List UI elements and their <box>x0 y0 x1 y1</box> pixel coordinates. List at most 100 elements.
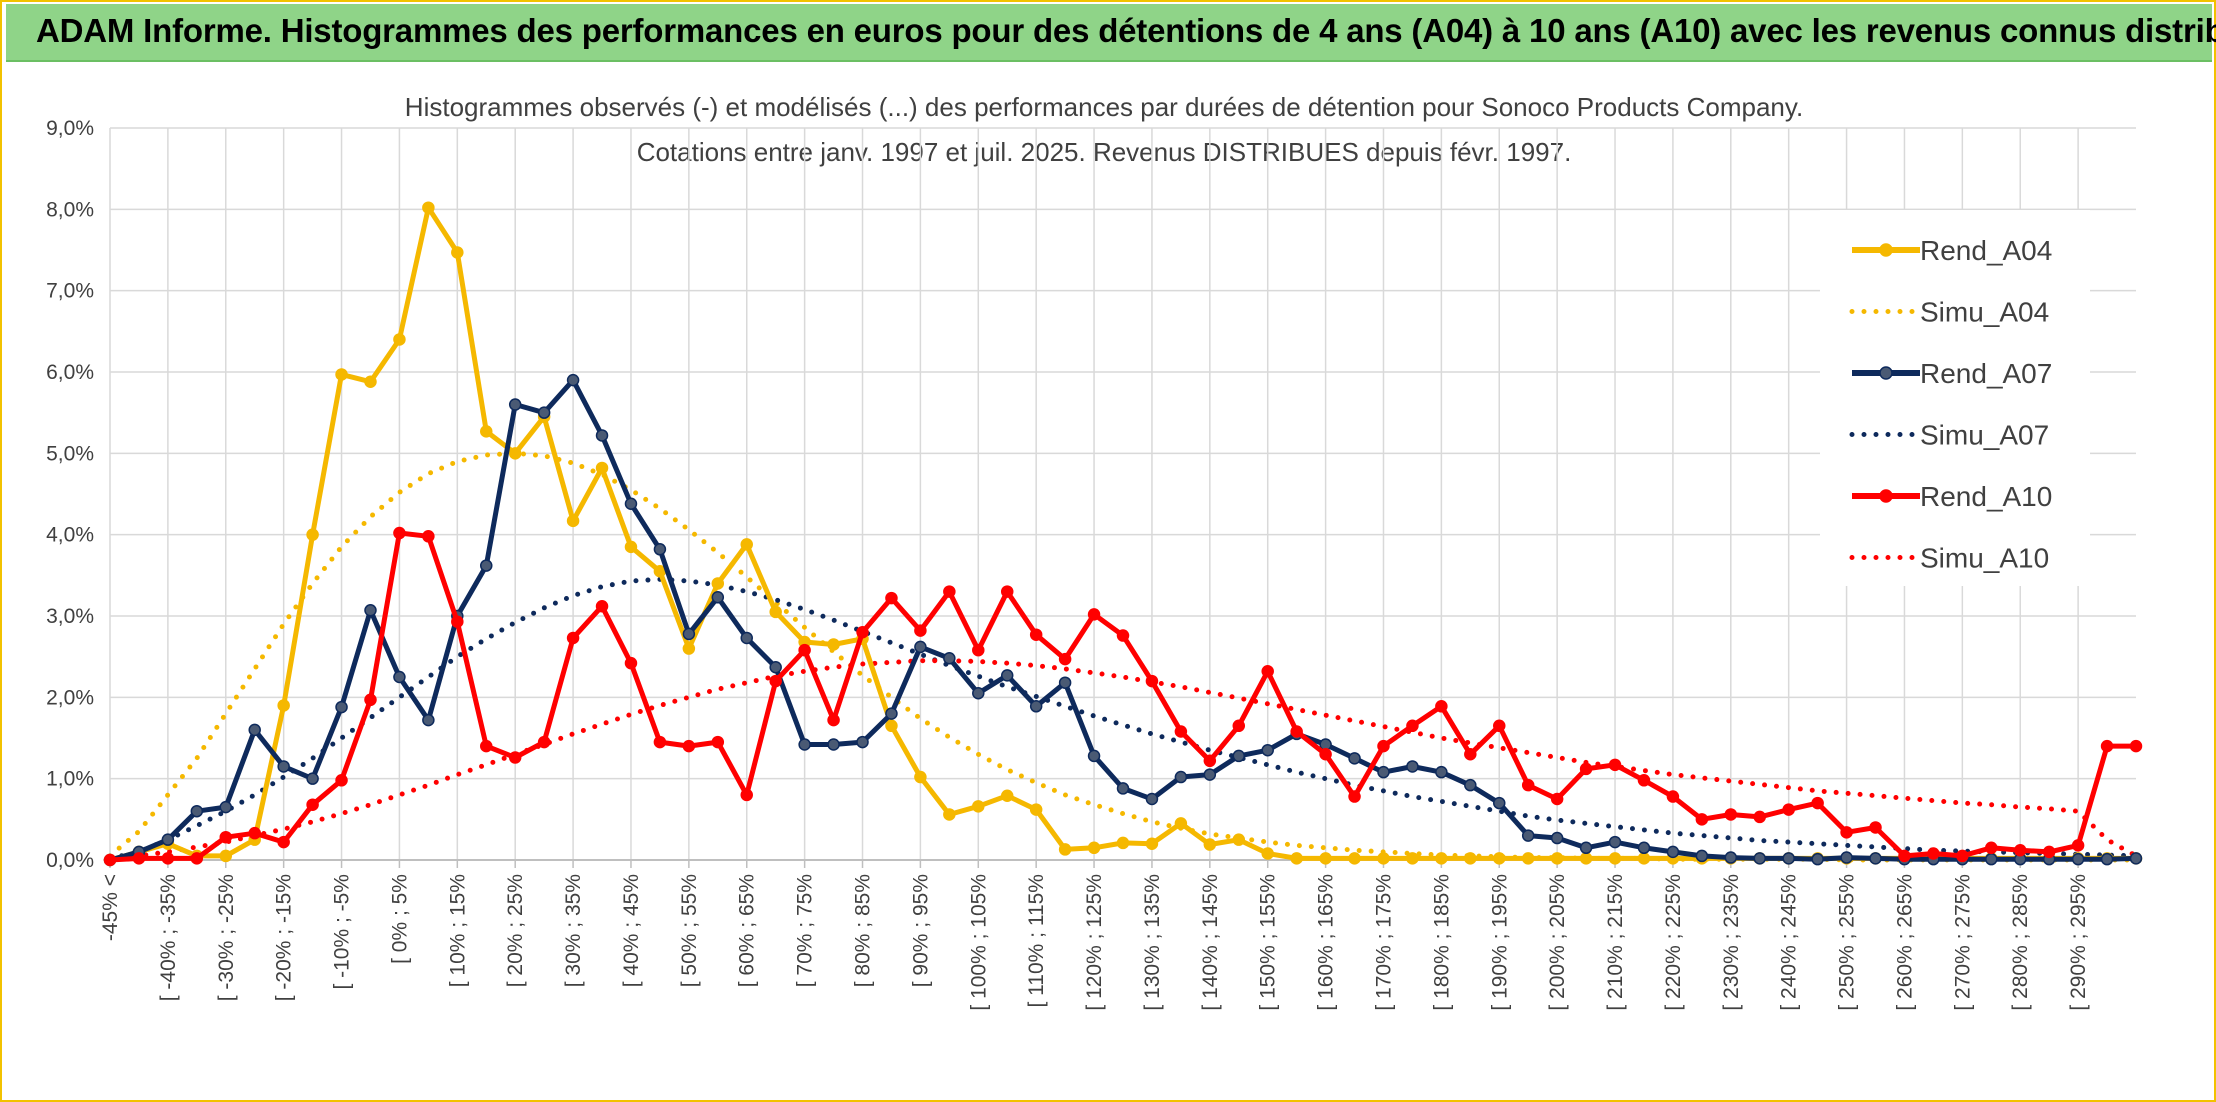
data-point <box>1029 628 1043 641</box>
data-point <box>653 735 667 749</box>
banner-title: ADAM Informe. Histogrammes des performan… <box>36 12 2216 49</box>
data-point <box>1406 852 1419 865</box>
data-point <box>682 642 696 655</box>
data-point <box>1579 852 1593 865</box>
data-point <box>1319 748 1332 761</box>
data-point <box>1435 765 1448 779</box>
data-point <box>306 798 319 811</box>
data-point <box>219 849 233 863</box>
data-point <box>682 739 696 753</box>
x-tick-label: [ -20% ; -15% <box>273 874 296 1001</box>
data-point <box>1724 808 1738 821</box>
x-tick-label: [ 260% ; 265% <box>1893 874 1916 1011</box>
legend-label: Simu_A07 <box>1920 420 2049 451</box>
data-point <box>1521 829 1535 842</box>
data-point <box>1550 792 1564 806</box>
x-tick-label: [ 90% ; 95% <box>909 874 932 987</box>
data-point <box>1319 852 1332 865</box>
x-tick-label: [ 230% ; 235% <box>1720 874 1743 1011</box>
data-point <box>1579 762 1593 776</box>
data-point <box>1695 849 1709 863</box>
data-point <box>740 538 753 551</box>
data-point <box>306 528 319 541</box>
data-point <box>1811 852 1824 866</box>
data-point <box>1550 831 1564 845</box>
series-Simu_A04 <box>107 450 2139 863</box>
data-point <box>1579 841 1593 855</box>
data-point <box>595 429 609 442</box>
data-point <box>335 700 348 714</box>
data-point <box>422 530 435 543</box>
data-point <box>827 638 840 651</box>
data-point <box>740 631 753 645</box>
x-tick-label: [ 50% ; 55% <box>678 874 701 987</box>
data-point <box>1521 778 1535 792</box>
data-point <box>1464 748 1477 761</box>
legend-marker <box>1879 489 1893 503</box>
data-point <box>914 624 927 637</box>
data-point <box>1550 852 1564 865</box>
data-point <box>1261 743 1274 757</box>
x-tick-label: [ 80% ; 85% <box>852 874 875 987</box>
data-point <box>1811 796 1824 810</box>
data-point <box>364 375 377 389</box>
data-point <box>1464 778 1477 792</box>
data-point <box>537 735 551 749</box>
data-point <box>1493 796 1506 810</box>
data-point <box>1637 852 1651 865</box>
data-point <box>1753 810 1766 824</box>
data-point <box>943 652 956 665</box>
x-tick-label: [ 140% ; 145% <box>1199 874 1222 1011</box>
x-tick-label: -45% < <box>99 874 122 941</box>
data-point <box>827 738 840 751</box>
data-point <box>566 373 580 387</box>
legend-item-Simu_A04: Simu_A04 <box>1849 297 2049 328</box>
data-point <box>1782 803 1795 816</box>
data-point <box>480 739 493 753</box>
data-point <box>335 368 348 381</box>
data-point <box>1087 749 1101 763</box>
data-point <box>1869 821 1882 834</box>
x-tick-label: [ 190% ; 195% <box>1488 874 1511 1011</box>
data-point <box>219 800 233 814</box>
x-tick-label: [ 10% ; 15% <box>446 874 469 987</box>
x-tick-label: [ 150% ; 155% <box>1257 874 1280 1011</box>
x-tick-label: [ 110% ; 115% <box>1025 874 1048 1007</box>
x-tick-label: [ 130% ; 135% <box>1141 874 1164 1011</box>
y-tick-label: 7,0% <box>46 280 94 303</box>
series-line <box>107 450 2139 863</box>
data-point <box>1290 725 1303 738</box>
data-point <box>1377 852 1390 865</box>
data-point <box>1058 652 1072 666</box>
data-point <box>1782 852 1795 865</box>
data-point <box>1232 719 1246 733</box>
data-point <box>132 852 146 865</box>
x-tick-label: [ 240% ; 245% <box>1778 874 1801 1011</box>
data-point <box>2100 739 2114 753</box>
x-tick-label: [ 250% ; 255% <box>1836 874 1859 1011</box>
data-point <box>1406 719 1419 733</box>
data-point <box>769 660 782 674</box>
data-point <box>393 526 406 540</box>
data-point <box>451 246 464 259</box>
data-point <box>393 670 406 684</box>
data-point <box>1985 841 1998 855</box>
data-point <box>653 543 667 556</box>
data-point <box>422 201 435 214</box>
data-point <box>364 604 377 617</box>
data-point <box>972 687 985 700</box>
data-point <box>508 751 522 764</box>
y-tick-label: 1,0% <box>46 768 94 791</box>
data-point <box>508 398 522 411</box>
data-point <box>1145 792 1159 806</box>
data-point <box>1058 843 1072 856</box>
legend-label: Rend_A04 <box>1920 235 2052 266</box>
data-point <box>740 788 753 802</box>
legend-label: Simu_A10 <box>1920 543 2049 574</box>
x-tick-label: [ 120% ; 125% <box>1083 874 1106 1011</box>
chart-subtitle: Cotations entre janv. 1997 et juil. 2025… <box>637 137 1572 167</box>
x-tick-label: [ 60% ; 65% <box>736 874 759 987</box>
data-point <box>1348 790 1361 803</box>
data-point <box>1116 629 1130 642</box>
legend-label: Simu_A04 <box>1920 297 2049 328</box>
